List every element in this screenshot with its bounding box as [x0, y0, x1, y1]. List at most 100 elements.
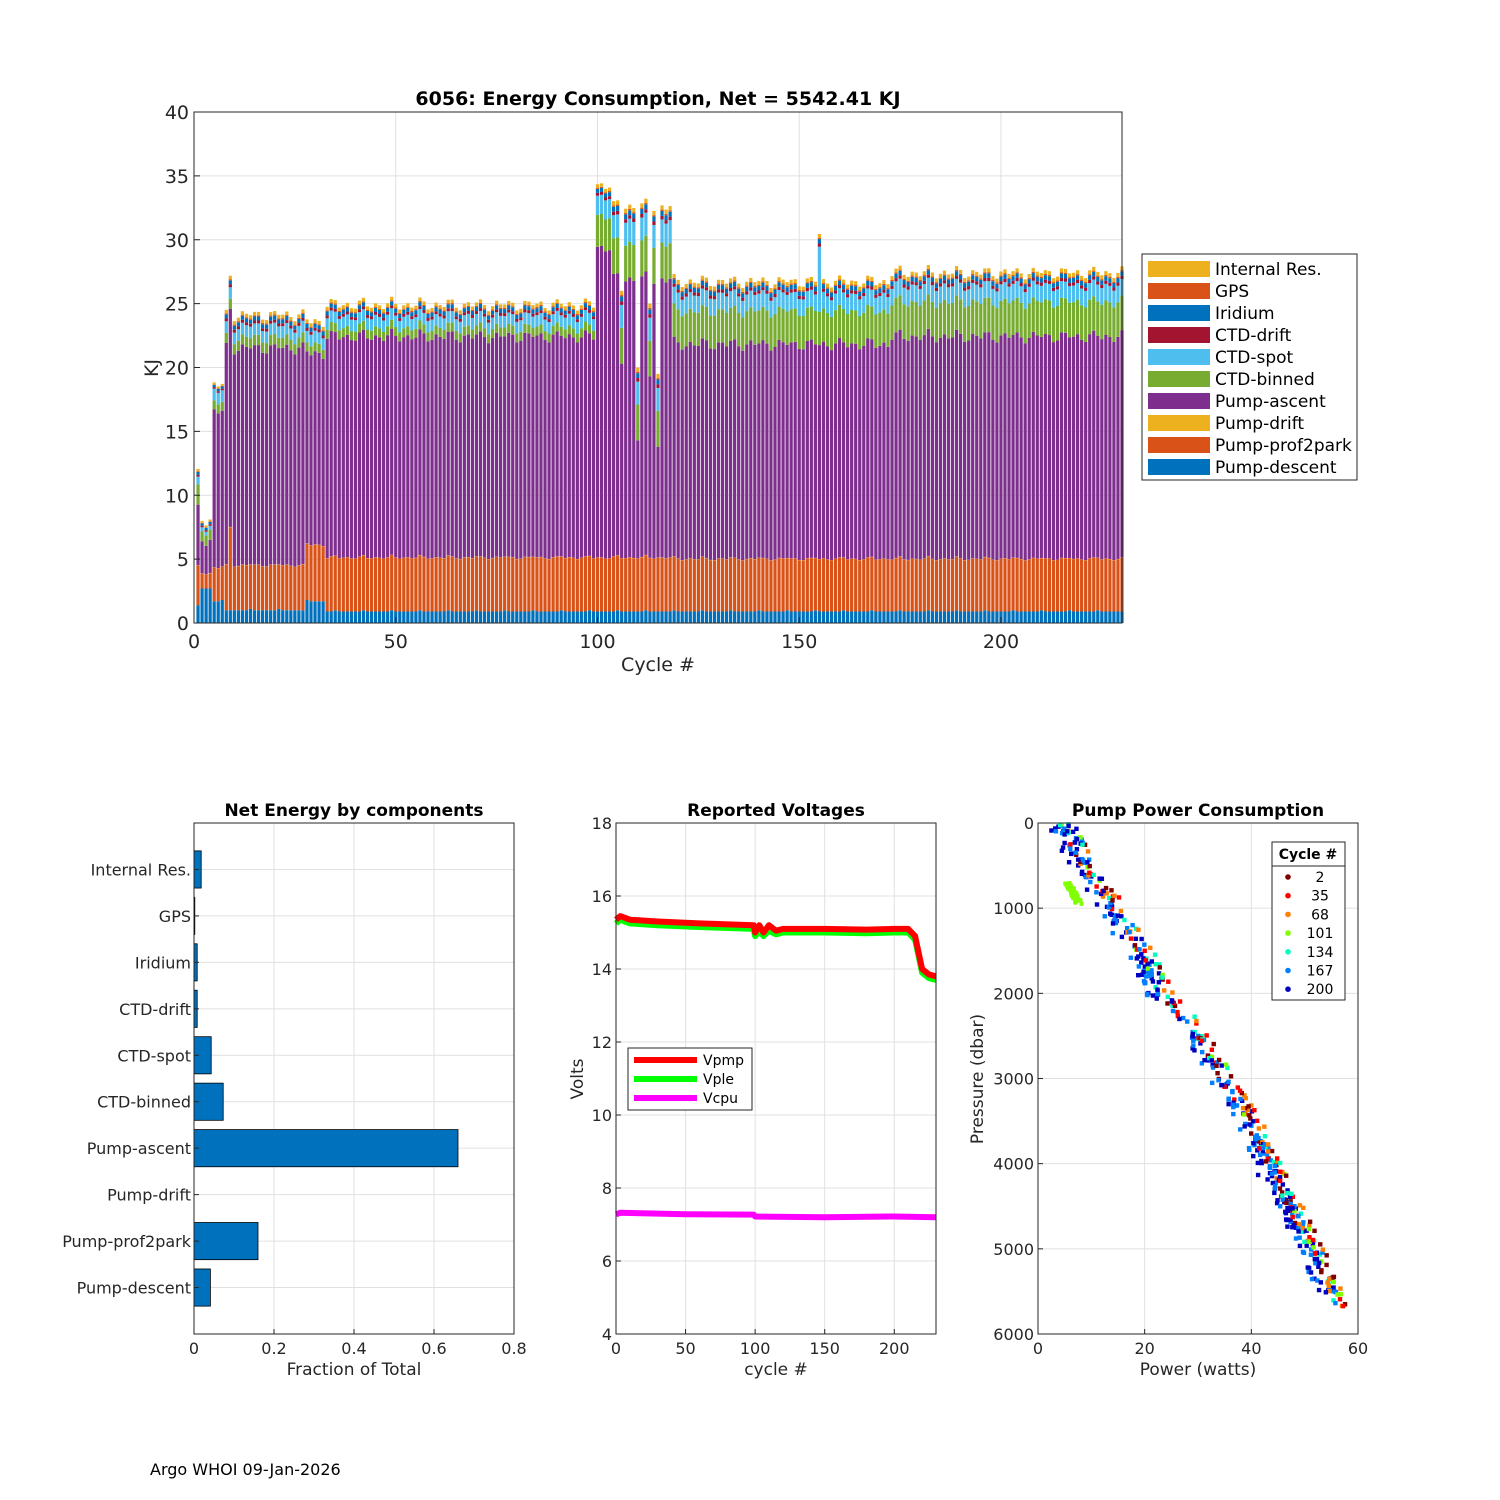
energy-bar-ctd-drift [434, 311, 438, 315]
energy-bar-pump-prof2park [208, 573, 212, 589]
energy-bar-internal-res [402, 305, 406, 309]
energy-bar-internal-res [603, 188, 608, 193]
energy-bar-pump-descent [349, 611, 353, 623]
energy-bar-iridium [692, 287, 696, 293]
energy-bar-ctd-binned [1092, 296, 1096, 331]
energy-bar-internal-res [724, 283, 729, 288]
energy-legend-label: GPS [1215, 282, 1249, 302]
energy-bar-ctd-drift [1003, 278, 1007, 283]
energy-bar-iridium [777, 282, 781, 287]
energy-bar-ctd-drift [656, 384, 660, 388]
energy-bar-ctd-drift [587, 309, 592, 313]
energy-bar-ctd-binned [329, 321, 333, 331]
energy-bar-internal-res [373, 303, 378, 307]
energy-bar-ctd-drift [866, 285, 870, 289]
energy-bar-internal-res [490, 306, 495, 310]
energy-bar-ctd-spot [668, 220, 672, 244]
energy-bar-ctd-drift [854, 290, 858, 294]
energy-bar-ctd-binned [950, 302, 955, 338]
pump-legend-marker [1285, 892, 1291, 899]
energy-bar-iridium [499, 308, 503, 313]
energy-bar-ctd-spot [914, 285, 918, 302]
pump-legend-marker [1285, 911, 1291, 918]
energy-bar-iridium [1047, 276, 1051, 281]
energy-bar-pump-descent [563, 611, 567, 623]
energy-bar-iridium [995, 283, 999, 289]
energy-bar-pump-descent [607, 611, 612, 623]
energy-bar-pump-prof2park [1112, 560, 1116, 612]
energy-bar-gps [1092, 270, 1096, 272]
pump-point-cycle-68 [1256, 1126, 1262, 1131]
energy-bar-ctd-binned [785, 311, 789, 345]
energy-bar-internal-res [688, 279, 692, 284]
pump-point-cycle-68 [1262, 1124, 1267, 1129]
energy-bar-pump-descent [729, 610, 733, 623]
pump-point-cycle-167 [1273, 1180, 1278, 1186]
energy-bar-pump-ascent [672, 336, 676, 557]
energy-bar-ctd-drift [494, 309, 499, 313]
energy-bar-ctd-drift [692, 292, 696, 296]
pump-point-cycle-200 [1053, 826, 1058, 831]
energy-bar-ctd-binned [692, 312, 696, 346]
energy-bar-ctd-binned [607, 218, 612, 251]
pump-point-cycle-2 [1087, 863, 1092, 869]
energy-bar-gps [708, 289, 713, 292]
energy-bar-ctd-binned [559, 326, 563, 336]
pump-point-cycle-167 [1309, 1276, 1315, 1282]
pump-point-cycle-2 [1269, 1148, 1275, 1154]
energy-bar-pump-prof2park [361, 555, 366, 611]
energy-bar-ctd-spot [523, 312, 527, 324]
energy-bar-ctd-spot [870, 289, 874, 307]
pump-point-cycle-167 [1243, 1121, 1248, 1127]
energy-bar-gps [571, 308, 575, 310]
energy-bar-pump-ascent [918, 340, 922, 560]
energy-bar-pump-ascent [313, 351, 317, 545]
energy-bar-pump-descent [386, 611, 390, 623]
energy-bar-gps [591, 311, 596, 313]
energy-bar-pump-prof2park [785, 558, 789, 611]
energy-bar-pump-ascent [1015, 332, 1019, 558]
energy-bar-gps [523, 304, 527, 306]
energy-bar-ctd-drift [801, 296, 805, 300]
energy-bar-pump-prof2park [833, 558, 838, 612]
energy-bar-pump-ascent [999, 335, 1003, 559]
energy-bar-pump-prof2park [382, 558, 386, 612]
energy-bar-pump-descent [757, 610, 761, 623]
energy-bar-iridium [628, 210, 632, 216]
energy-bar-iridium [813, 286, 817, 292]
energy-bar-internal-res [954, 266, 959, 270]
energy-bar-ctd-binned [983, 297, 987, 333]
energy-bar-gps [1047, 275, 1051, 277]
energy-bar-pump-descent [515, 611, 519, 623]
energy-bar-gps [688, 283, 692, 285]
energy-bar-ctd-binned [579, 328, 583, 338]
components-ytick-label: Pump-prof2park [62, 1232, 192, 1251]
energy-bar-internal-res [1007, 273, 1011, 278]
energy-bar-iridium [297, 318, 301, 323]
energy-bar-iridium [841, 284, 846, 290]
energy-bar-pump-prof2park [244, 565, 249, 611]
energy-bar-pump-prof2park [999, 558, 1003, 612]
pump-point-cycle-200 [1115, 913, 1121, 918]
energy-bar-internal-res [523, 300, 527, 305]
energy-bar-pump-ascent [854, 343, 858, 559]
energy-bar-pump-ascent [410, 339, 414, 559]
energy-bar-ctd-binned [212, 400, 216, 410]
energy-bar-ctd-spot [1035, 284, 1039, 302]
energy-bar-gps [910, 275, 914, 277]
energy-bar-ctd-spot [841, 292, 846, 309]
energy-bar-ctd-binned [434, 325, 438, 335]
energy-bar-ctd-binned [769, 317, 773, 351]
energy-bar-pump-prof2park [737, 559, 741, 612]
energy-bar-internal-res [958, 269, 963, 274]
energy-bar-iridium [252, 316, 257, 321]
energy-bar-ctd-binned [555, 322, 559, 332]
energy-bar-ctd-drift [599, 191, 604, 195]
energy-bar-ctd-binned [446, 322, 450, 332]
energy-bar-internal-res [781, 279, 785, 284]
energy-bar-pump-prof2park [967, 560, 971, 612]
energy-bar-gps [926, 268, 930, 271]
energy-bar-ctd-spot [733, 289, 737, 307]
energy-bar-pump-ascent [575, 342, 579, 559]
energy-bar-pump-prof2park [1092, 557, 1096, 612]
